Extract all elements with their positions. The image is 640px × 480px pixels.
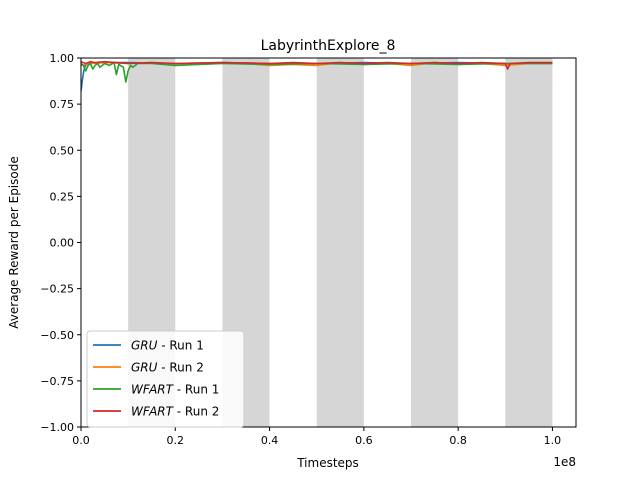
x-tick-label: 0.6: [355, 434, 373, 447]
y-tick-label: 0.75: [50, 98, 75, 111]
y-tick-label: −0.25: [40, 283, 74, 296]
y-tick-label: 1.00: [50, 52, 75, 65]
legend-series-name: WFART: [131, 383, 175, 397]
legend-run-label: - Run 2: [157, 361, 203, 375]
y-tick-label: 0.25: [50, 190, 75, 203]
legend-box: [86, 330, 245, 428]
x-tick-label: 0.0: [72, 434, 90, 447]
legend-label: WFART - Run 2: [131, 405, 219, 419]
legend-run-label: - Run 1: [157, 339, 203, 353]
legend-run-label: - Run 1: [173, 383, 219, 397]
shaded-region-3: [316, 58, 364, 427]
y-tick-label: −0.50: [40, 329, 74, 342]
x-tick-label: 0.8: [449, 434, 467, 447]
legend-label: WFART - Run 1: [131, 383, 219, 397]
legend-series-name: GRU: [131, 361, 158, 375]
legend-run-label: - Run 2: [173, 405, 219, 419]
legend-label: GRU - Run 2: [131, 361, 204, 375]
x-tick-label: 0.2: [167, 434, 185, 447]
legend-series-name: GRU: [131, 339, 158, 353]
shaded-region-5: [505, 58, 553, 427]
y-tick-label: −1.00: [40, 421, 74, 434]
shaded-region-4: [411, 58, 459, 427]
y-tick-label: 0.50: [50, 144, 75, 157]
legend-label: GRU - Run 1: [131, 339, 204, 353]
y-axis-label: Average Reward per Episode: [7, 156, 21, 328]
x-tick-label: 1.0: [544, 434, 562, 447]
x-tick-label: 0.4: [261, 434, 279, 447]
x-offset-label: 1e8: [553, 455, 576, 469]
legend-series-name: WFART: [131, 405, 175, 419]
x-axis-label: Timesteps: [296, 456, 359, 470]
series-line-4: [81, 60, 553, 70]
y-tick-label: 0.00: [50, 237, 75, 250]
chart-title: LabyrinthExplore_8: [261, 38, 396, 54]
y-tick-label: −0.75: [40, 375, 74, 388]
